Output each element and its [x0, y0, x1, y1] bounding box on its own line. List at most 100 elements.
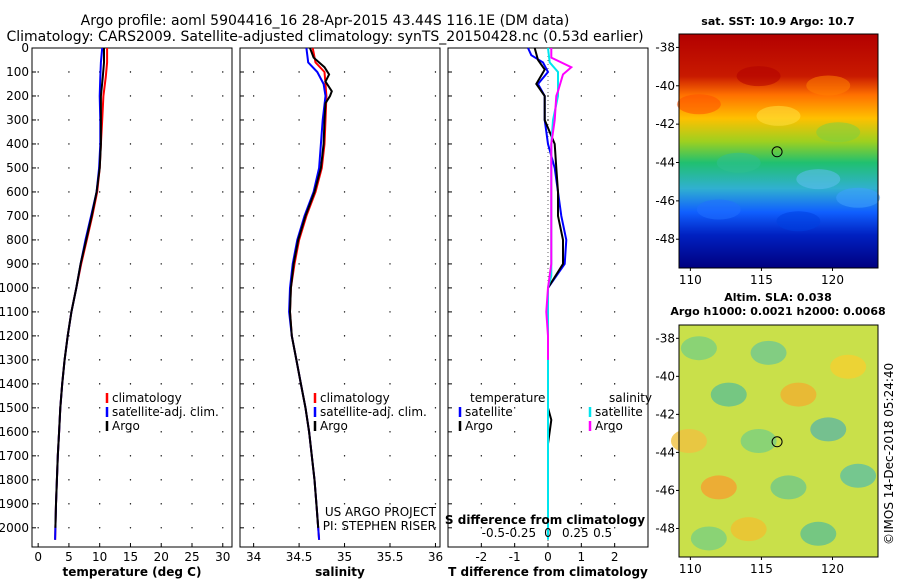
legend-label: satellite	[465, 405, 513, 419]
lat-tick-label: -44	[655, 445, 675, 459]
grid-dot	[389, 215, 391, 217]
grid-dot	[580, 191, 583, 193]
grid-dot	[434, 287, 437, 289]
grid-dot	[37, 167, 39, 169]
grid-dot	[298, 311, 300, 313]
grid-dot	[613, 263, 616, 265]
grid-dot	[160, 383, 162, 385]
grid-dot	[222, 119, 224, 121]
sst-map-frame	[678, 33, 879, 269]
grid-dot	[252, 383, 255, 385]
x-tick-label: 1	[578, 550, 586, 564]
sla-map-title-line2: Argo h1000: 0.0021 h2000: 0.0068	[670, 305, 885, 318]
grid-dot	[513, 359, 516, 361]
sla-texture	[800, 521, 837, 546]
grid-dot	[513, 383, 516, 385]
grid-dot	[37, 503, 39, 505]
sla-texture	[740, 429, 777, 453]
grid-dot	[129, 503, 132, 505]
sla-texture	[700, 475, 737, 500]
grid-dot	[580, 359, 583, 361]
grid-dot	[434, 119, 437, 121]
grid-dot	[160, 239, 162, 241]
grid-dot	[389, 527, 391, 529]
grid-dot	[343, 143, 346, 145]
grid-dot	[160, 431, 162, 433]
grid-dot	[98, 383, 101, 385]
grid-dot	[129, 479, 132, 481]
x-tick-label: 0	[34, 550, 42, 564]
grid-dot	[252, 335, 255, 337]
grid-dot	[513, 263, 516, 265]
grid-dot	[68, 383, 70, 385]
grid-dot	[98, 479, 101, 481]
sla-map: -38 -40 -42 -44 -46 -48 110 115 120	[655, 324, 879, 576]
grid-dot	[37, 143, 39, 145]
grid-dot	[480, 503, 483, 505]
grid-dot	[68, 287, 70, 289]
x-tick-label: 2	[611, 550, 619, 564]
grid-dot	[480, 335, 483, 337]
sst-texture	[696, 199, 741, 220]
grid-dot	[580, 311, 583, 313]
grid-dot	[580, 527, 583, 529]
grid-dot	[480, 359, 483, 361]
grid-dot	[513, 431, 516, 433]
lon-tick-label: 120	[821, 273, 844, 287]
grid-dot	[37, 479, 39, 481]
y-tick-label: 800	[6, 233, 29, 247]
grid-dot	[129, 167, 132, 169]
grid-dot	[513, 527, 516, 529]
grid-dot	[513, 335, 516, 337]
grid-dot	[298, 95, 300, 97]
grid-dot	[191, 191, 193, 193]
grid-dot	[68, 215, 70, 217]
grid-dot	[580, 455, 583, 457]
grid-dot	[191, 167, 193, 169]
grid-dot	[191, 407, 193, 409]
grid-dot	[37, 527, 39, 529]
grid-dot	[191, 287, 193, 289]
grid-dot	[37, 431, 39, 433]
s-diff-tick-label: 0.5	[593, 526, 612, 540]
sst-texture	[716, 152, 761, 173]
grid-dot	[434, 263, 437, 265]
grid-dot	[160, 503, 162, 505]
grid-dot	[434, 527, 437, 529]
grid-dot	[129, 383, 132, 385]
grid-dot	[434, 431, 437, 433]
grid-dot	[547, 215, 549, 217]
grid-dot	[222, 431, 224, 433]
grid-dot	[580, 479, 583, 481]
grid-dot	[191, 71, 193, 73]
grid-dot	[434, 383, 437, 385]
legend-label: satellite-adj. clim.	[112, 405, 219, 419]
lat-tick-label: -42	[655, 407, 675, 421]
legend-label: Argo	[112, 419, 140, 433]
lat-tick-label: -40	[655, 79, 675, 93]
grid-dot	[343, 287, 346, 289]
grid-dot	[480, 431, 483, 433]
grid-dot	[480, 191, 483, 193]
grid-dot	[343, 335, 346, 337]
grid-dot	[513, 407, 516, 409]
x-tick-label: -2	[475, 550, 487, 564]
grid-dot	[129, 215, 132, 217]
grid-dot	[513, 71, 516, 73]
grid-dot	[191, 503, 193, 505]
grid-dot	[252, 119, 255, 121]
grid-dot	[68, 263, 70, 265]
y-tick-label: 1400	[0, 377, 29, 391]
grid-dot	[389, 335, 391, 337]
grid-dot	[222, 239, 224, 241]
sla-texture	[750, 340, 787, 365]
grid-dot	[389, 119, 391, 121]
legend-heading: temperature	[470, 391, 545, 405]
grid-dot	[343, 71, 346, 73]
y-tick-label: 1500	[0, 401, 29, 415]
grid-dot	[160, 527, 162, 529]
grid-dot	[480, 527, 483, 529]
grid-dot	[252, 407, 255, 409]
credit-line1: US ARGO PROJECT	[325, 505, 437, 519]
